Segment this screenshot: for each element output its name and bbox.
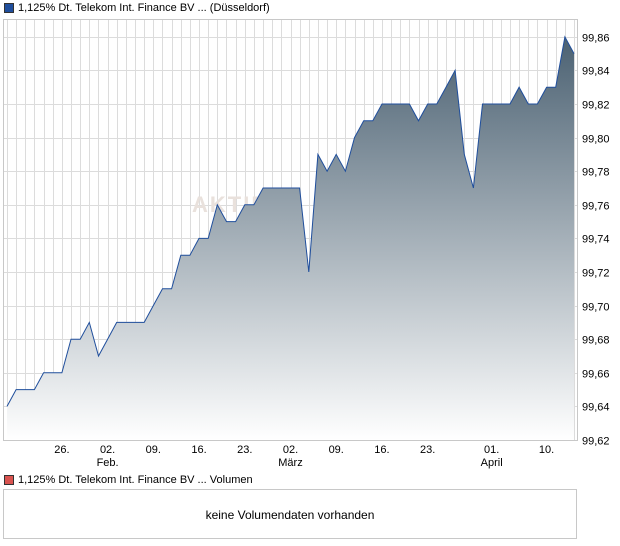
y-tick-label: 99,72 xyxy=(582,268,610,280)
x-month-label: März xyxy=(278,457,302,469)
x-tick-label: 01. xyxy=(484,444,499,456)
x-tick-label: 09. xyxy=(329,444,344,456)
y-tick-label: 99,80 xyxy=(582,134,610,146)
plot-frame xyxy=(3,19,578,441)
y-tick-label: 99,78 xyxy=(582,167,610,179)
volume-legend: 1,125% Dt. Telekom Int. Finance BV ... V… xyxy=(4,473,253,487)
x-tick-label: 09. xyxy=(146,444,161,456)
volume-legend-label: 1,125% Dt. Telekom Int. Finance BV ... V… xyxy=(18,474,253,486)
x-tick-label: 02. xyxy=(283,444,298,456)
price-legend-swatch xyxy=(4,3,14,13)
y-tick-label: 99,74 xyxy=(582,234,610,246)
x-tick-label: 16. xyxy=(191,444,206,456)
volume-message: keine Volumendaten vorhanden xyxy=(205,508,375,522)
x-tick-label: 02. xyxy=(100,444,115,456)
y-tick-label: 99,76 xyxy=(582,201,610,213)
x-month-label: Feb. xyxy=(97,457,119,469)
x-month-label: April xyxy=(481,457,503,469)
x-tick-label: 23. xyxy=(420,444,435,456)
y-tick-label: 99,66 xyxy=(582,369,610,381)
price-legend-label: 1,125% Dt. Telekom Int. Finance BV ... (… xyxy=(18,2,270,14)
x-tick-label: 10. xyxy=(539,444,554,456)
x-tick-label: 26. xyxy=(54,444,69,456)
y-tick-label: 99,70 xyxy=(582,302,610,314)
y-tick-label: 99,82 xyxy=(582,100,610,112)
price-line xyxy=(6,35,575,407)
price-area xyxy=(7,36,574,441)
price-legend: 1,125% Dt. Telekom Int. Finance BV ... (… xyxy=(4,1,270,15)
price-chart: AKTIE 99,6299,6499,6699,6899,7099,7299,7… xyxy=(3,19,610,469)
y-tick-label: 99,64 xyxy=(582,402,610,414)
y-tick-label: 99,62 xyxy=(582,436,610,448)
y-tick-label: 99,68 xyxy=(582,335,610,347)
y-tick-label: 99,86 xyxy=(582,33,610,45)
volume-legend-swatch xyxy=(4,475,14,485)
y-tick-label: 99,84 xyxy=(582,66,610,78)
x-tick-label: 16. xyxy=(374,444,389,456)
volume-panel: keine Volumendaten vorhanden xyxy=(3,489,577,539)
x-tick-label: 23. xyxy=(237,444,252,456)
